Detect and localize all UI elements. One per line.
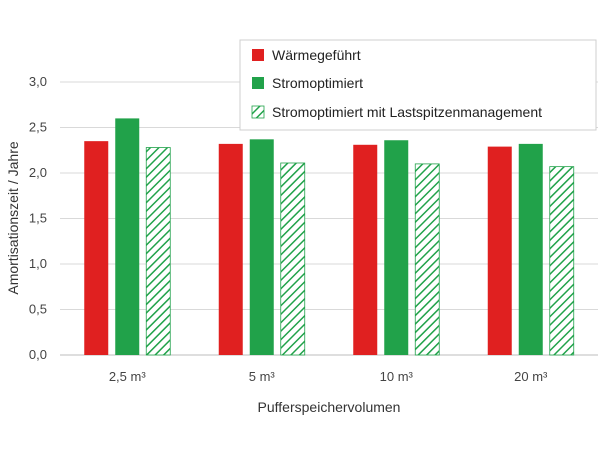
bar (353, 144, 378, 355)
y-tick-label: 2,0 (29, 165, 47, 180)
y-axis-title: Amortisationszeit / Jahre (5, 141, 21, 294)
bar (280, 162, 306, 356)
legend-label-waermegefuehrt: Wärmegeführt (272, 47, 361, 63)
bars (84, 118, 575, 356)
legend-swatch-lastspitzenmanagement (251, 105, 265, 119)
bar (414, 163, 440, 356)
bar (218, 143, 243, 355)
bar (249, 139, 274, 355)
y-tick-label: 1,0 (29, 256, 47, 271)
bar (518, 143, 543, 355)
x-axis-title: Pufferspeichervolumen (258, 399, 401, 415)
legend: Wärmegeführt Stromoptimiert Stromoptimie… (239, 39, 597, 131)
bar (384, 140, 409, 355)
y-tick-label: 3,0 (29, 74, 47, 89)
legend-swatch-waermegefuehrt (252, 49, 264, 61)
legend-swatch-stromoptimiert (252, 77, 264, 89)
bar (115, 118, 140, 356)
x-tick-label: 5 m³ (249, 369, 276, 384)
x-tick-label: 20 m³ (514, 369, 548, 384)
y-axis-ticks: 0,0 0,5 1,0 1,5 2,0 2,5 3,0 (29, 74, 47, 362)
legend-label-stromoptimiert: Stromoptimiert (272, 75, 363, 91)
x-tick-label: 10 m³ (380, 369, 414, 384)
legend-label-lastspitzenmanagement: Stromoptimiert mit Lastspitzenmanagement (272, 104, 542, 120)
bar (84, 141, 109, 355)
bar (145, 147, 171, 356)
y-tick-label: 0,5 (29, 302, 47, 317)
x-tick-label: 2,5 m³ (109, 369, 147, 384)
y-tick-label: 0,0 (29, 347, 47, 362)
x-axis-ticks: 2,5 m³ 5 m³ 10 m³ 20 m³ (109, 369, 548, 384)
bar (549, 166, 575, 356)
y-tick-label: 1,5 (29, 211, 47, 226)
bar (487, 146, 512, 355)
y-tick-label: 2,5 (29, 120, 47, 135)
legend-frame (239, 39, 597, 131)
